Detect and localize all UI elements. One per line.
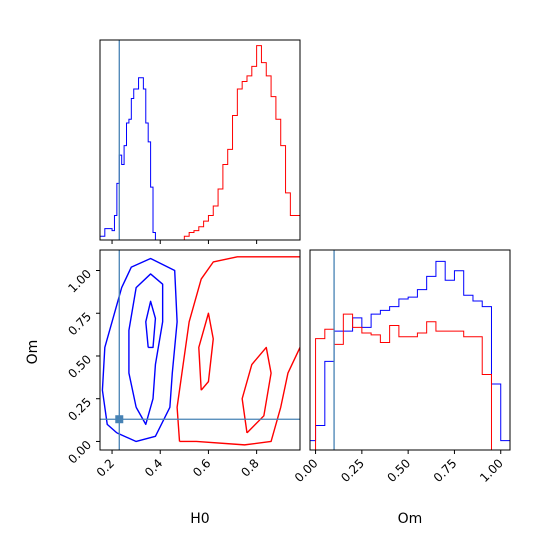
h0-hist-series-1 xyxy=(183,45,301,240)
contour-series-0-level-0 xyxy=(101,257,178,443)
h0-xtick-label-1: 0.4 xyxy=(142,456,165,479)
h0-axis-label: H0 xyxy=(190,511,209,527)
om-ytick-label-2: 0.50 xyxy=(65,352,94,381)
panel-frame xyxy=(99,249,301,451)
h0-hist-series-0 xyxy=(99,77,173,241)
h0-xtick-label-3: 0.8 xyxy=(238,456,261,479)
contour-series-0-level-1 xyxy=(128,273,164,426)
om-xtick-label-1: 0.25 xyxy=(338,456,367,485)
panel-frame xyxy=(99,39,301,241)
om-hist-series-0 xyxy=(309,260,511,450)
truth-point-marker xyxy=(115,415,124,424)
om-hist-series-1 xyxy=(315,313,501,451)
contour-series-1-level-1 xyxy=(179,347,300,446)
contour-series-1-level-3 xyxy=(241,346,272,434)
om-xtick-label-3: 0.75 xyxy=(431,456,460,485)
h0-om-contour-panel: 0.2 0.4 0.6 0.8 0.00 0.25 0.50 0.75 1.00 xyxy=(65,249,301,480)
contour-series-1-level-0 xyxy=(176,256,300,442)
om-ytick-label-1: 0.25 xyxy=(65,395,94,424)
h0-xtick-label-2: 0.6 xyxy=(190,456,213,479)
h0-histogram-panel xyxy=(99,39,301,244)
om-histogram-panel: 0.00 0.25 0.50 0.75 1.00 xyxy=(292,249,511,485)
om-xtick-label-4: 1.00 xyxy=(477,456,506,485)
om-xtick-label-2: 0.50 xyxy=(384,456,413,485)
om-ytick-label-4: 1.00 xyxy=(65,267,94,296)
om-xtick-label-0: 0.00 xyxy=(292,456,321,485)
panel-frame xyxy=(309,249,511,451)
contour-series-1-level-2 xyxy=(198,312,214,391)
om-ytick-label-0: 0.00 xyxy=(65,438,94,467)
contour-series-0-level-2 xyxy=(145,300,157,349)
h0-xtick-label-0: 0.2 xyxy=(94,456,117,479)
om-axis-label: Om xyxy=(398,511,423,527)
om-y-axis-label: Om xyxy=(25,340,41,365)
contour-area xyxy=(100,250,300,450)
om-ytick-label-3: 0.75 xyxy=(65,309,94,338)
